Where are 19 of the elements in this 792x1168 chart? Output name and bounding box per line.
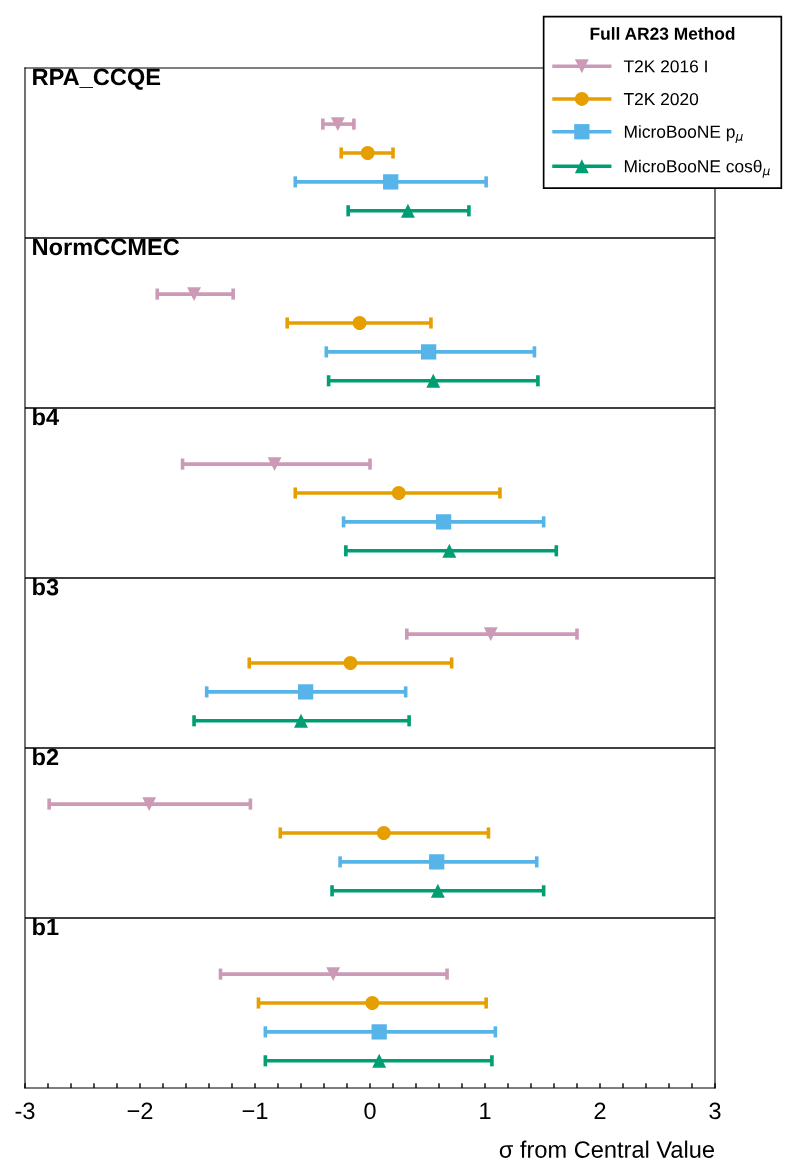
x-tick-label: 3 <box>709 1102 721 1120</box>
y-tick-label: NormCCMEC <box>33 238 180 256</box>
legend-label: MicroBooNE cosθ$_{μ}$ <box>624 159 770 178</box>
x-tick-label: −2 <box>127 1102 153 1119</box>
y-tick-label: b3 <box>33 578 59 596</box>
y-tick-label: b2 <box>33 748 59 766</box>
y-tick-label: b1 <box>33 918 59 936</box>
y-tick-label: RPA_CCQE <box>33 68 161 90</box>
x-axis-title: σ from Central Value <box>499 1140 714 1158</box>
x-tick-label: −1 <box>242 1102 268 1119</box>
x-tick-label: 2 <box>594 1102 606 1119</box>
legend-label: T2K 2016 I <box>623 60 707 73</box>
x-tick-label: -3 <box>15 1102 35 1120</box>
y-tick-label: b4 <box>33 408 59 426</box>
legend-label: T2K 2020 <box>623 92 699 106</box>
legend-title: Full AR23 Method <box>590 27 735 40</box>
legend-label: MicroBooNE p$_{μ}$ <box>624 125 743 144</box>
x-tick-label: 0 <box>364 1102 376 1120</box>
x-tick-label: 1 <box>480 1102 491 1119</box>
